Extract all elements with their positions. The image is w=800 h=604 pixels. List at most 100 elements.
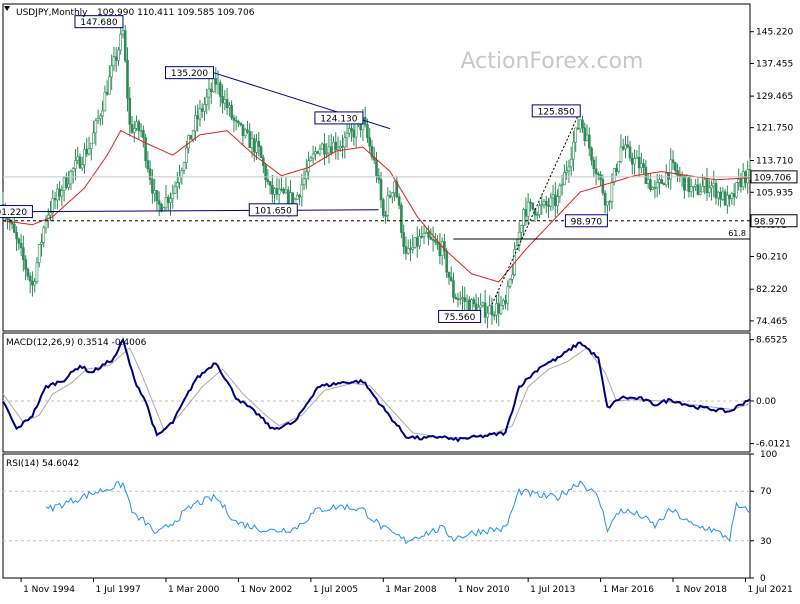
candle-body [223,99,227,104]
trend-line [32,209,379,213]
x-tick-label: 1 Mar 2016 [603,585,655,595]
price-label-box [165,66,215,80]
candle-body [280,188,283,191]
candle-body [336,147,340,150]
candle-body [216,82,220,85]
candle-body [402,232,405,248]
candle-body [83,148,86,166]
candle-body [65,177,68,188]
candle-body [549,197,553,207]
candle-body [309,157,313,162]
candle-body [486,312,489,318]
candle-body [237,121,240,124]
candle-body [123,30,127,61]
candle-body [560,184,564,187]
candle-body [692,186,695,188]
candle-body [406,248,410,254]
price-label: 135.200 [165,66,215,80]
candle-body [429,236,433,240]
candle-body [569,158,573,168]
candle-body [415,237,419,247]
candle-body [169,198,172,203]
candle-body [431,238,435,241]
candle-body [558,185,562,198]
candle-body [667,172,670,180]
candle-body [94,120,98,134]
candle-body [80,164,84,169]
candle-body [248,131,252,148]
candle-body [508,279,512,287]
macd-signal-line [2,347,751,439]
candle-body [488,305,491,314]
candle-body [689,186,693,193]
price-y-tick-label: 105.935 [756,188,793,198]
candle-body [345,132,349,139]
price-label: 125.850 [531,104,581,118]
rsi-y-tick-label: 100 [760,450,777,460]
candle-body [726,194,729,206]
candle-body [452,280,455,298]
candle-body [710,185,713,189]
candle-body [687,176,691,193]
chevron-down-icon[interactable] [4,6,10,11]
candle-body [490,305,494,316]
candle-body [221,96,224,104]
candle-body [343,137,347,148]
price-label-text: 101.220 [0,208,27,218]
candle-body [182,162,186,171]
candle-body [603,192,607,206]
candle-body [556,196,559,206]
candle-body [329,146,333,154]
candle-body [105,91,109,95]
candle-body [10,222,14,225]
x-tick-label: 1 Jul 2005 [313,585,358,595]
candle-body [205,96,209,105]
x-tick-label: 1 Jul 2013 [530,585,575,595]
candle-body [24,259,27,270]
candle-body [728,194,731,200]
candle-body [610,181,614,202]
candle-body [119,33,123,51]
candle-body [590,147,593,161]
candle-body [495,303,498,316]
candle-body [411,247,415,250]
candle-body [479,304,482,308]
candle-body [544,200,548,206]
candle-body [746,169,750,184]
candle-body [15,232,18,240]
candle-body [142,130,145,138]
candle-body [144,137,147,161]
x-tick-label: 1 Jul 2021 [747,585,792,595]
candle-body [164,197,168,209]
candle-body [662,183,666,186]
candles-group [1,21,752,329]
symbol-label: USDJPY,Monthly [16,8,88,18]
candle-body [730,193,734,200]
x-tick-label: 1 Nov 1994 [23,585,75,595]
candle-body [585,134,589,142]
candle-body [409,248,412,250]
candle-body [678,174,682,177]
price-label: 98.970 [564,214,608,228]
candle-body [535,214,539,216]
candle-body [103,91,107,112]
price-label-text: 147.680 [80,18,117,28]
candle-body [255,140,258,153]
candle-body [427,232,430,238]
candle-body [325,152,329,155]
candle-body [696,184,700,195]
candle-body [243,129,247,136]
candle-body [434,240,437,243]
candle-body [646,179,650,184]
candle-body [640,163,643,169]
candle-body [153,190,156,194]
candle-body [137,121,141,132]
macd-y-tick-label: 0.00 [756,397,776,407]
candle-body [576,127,580,130]
candle-body [307,160,310,173]
candle-body [112,56,116,67]
candle-body [554,194,557,206]
candle-body [660,179,664,184]
candle-body [587,134,591,149]
candle-body [511,274,514,280]
